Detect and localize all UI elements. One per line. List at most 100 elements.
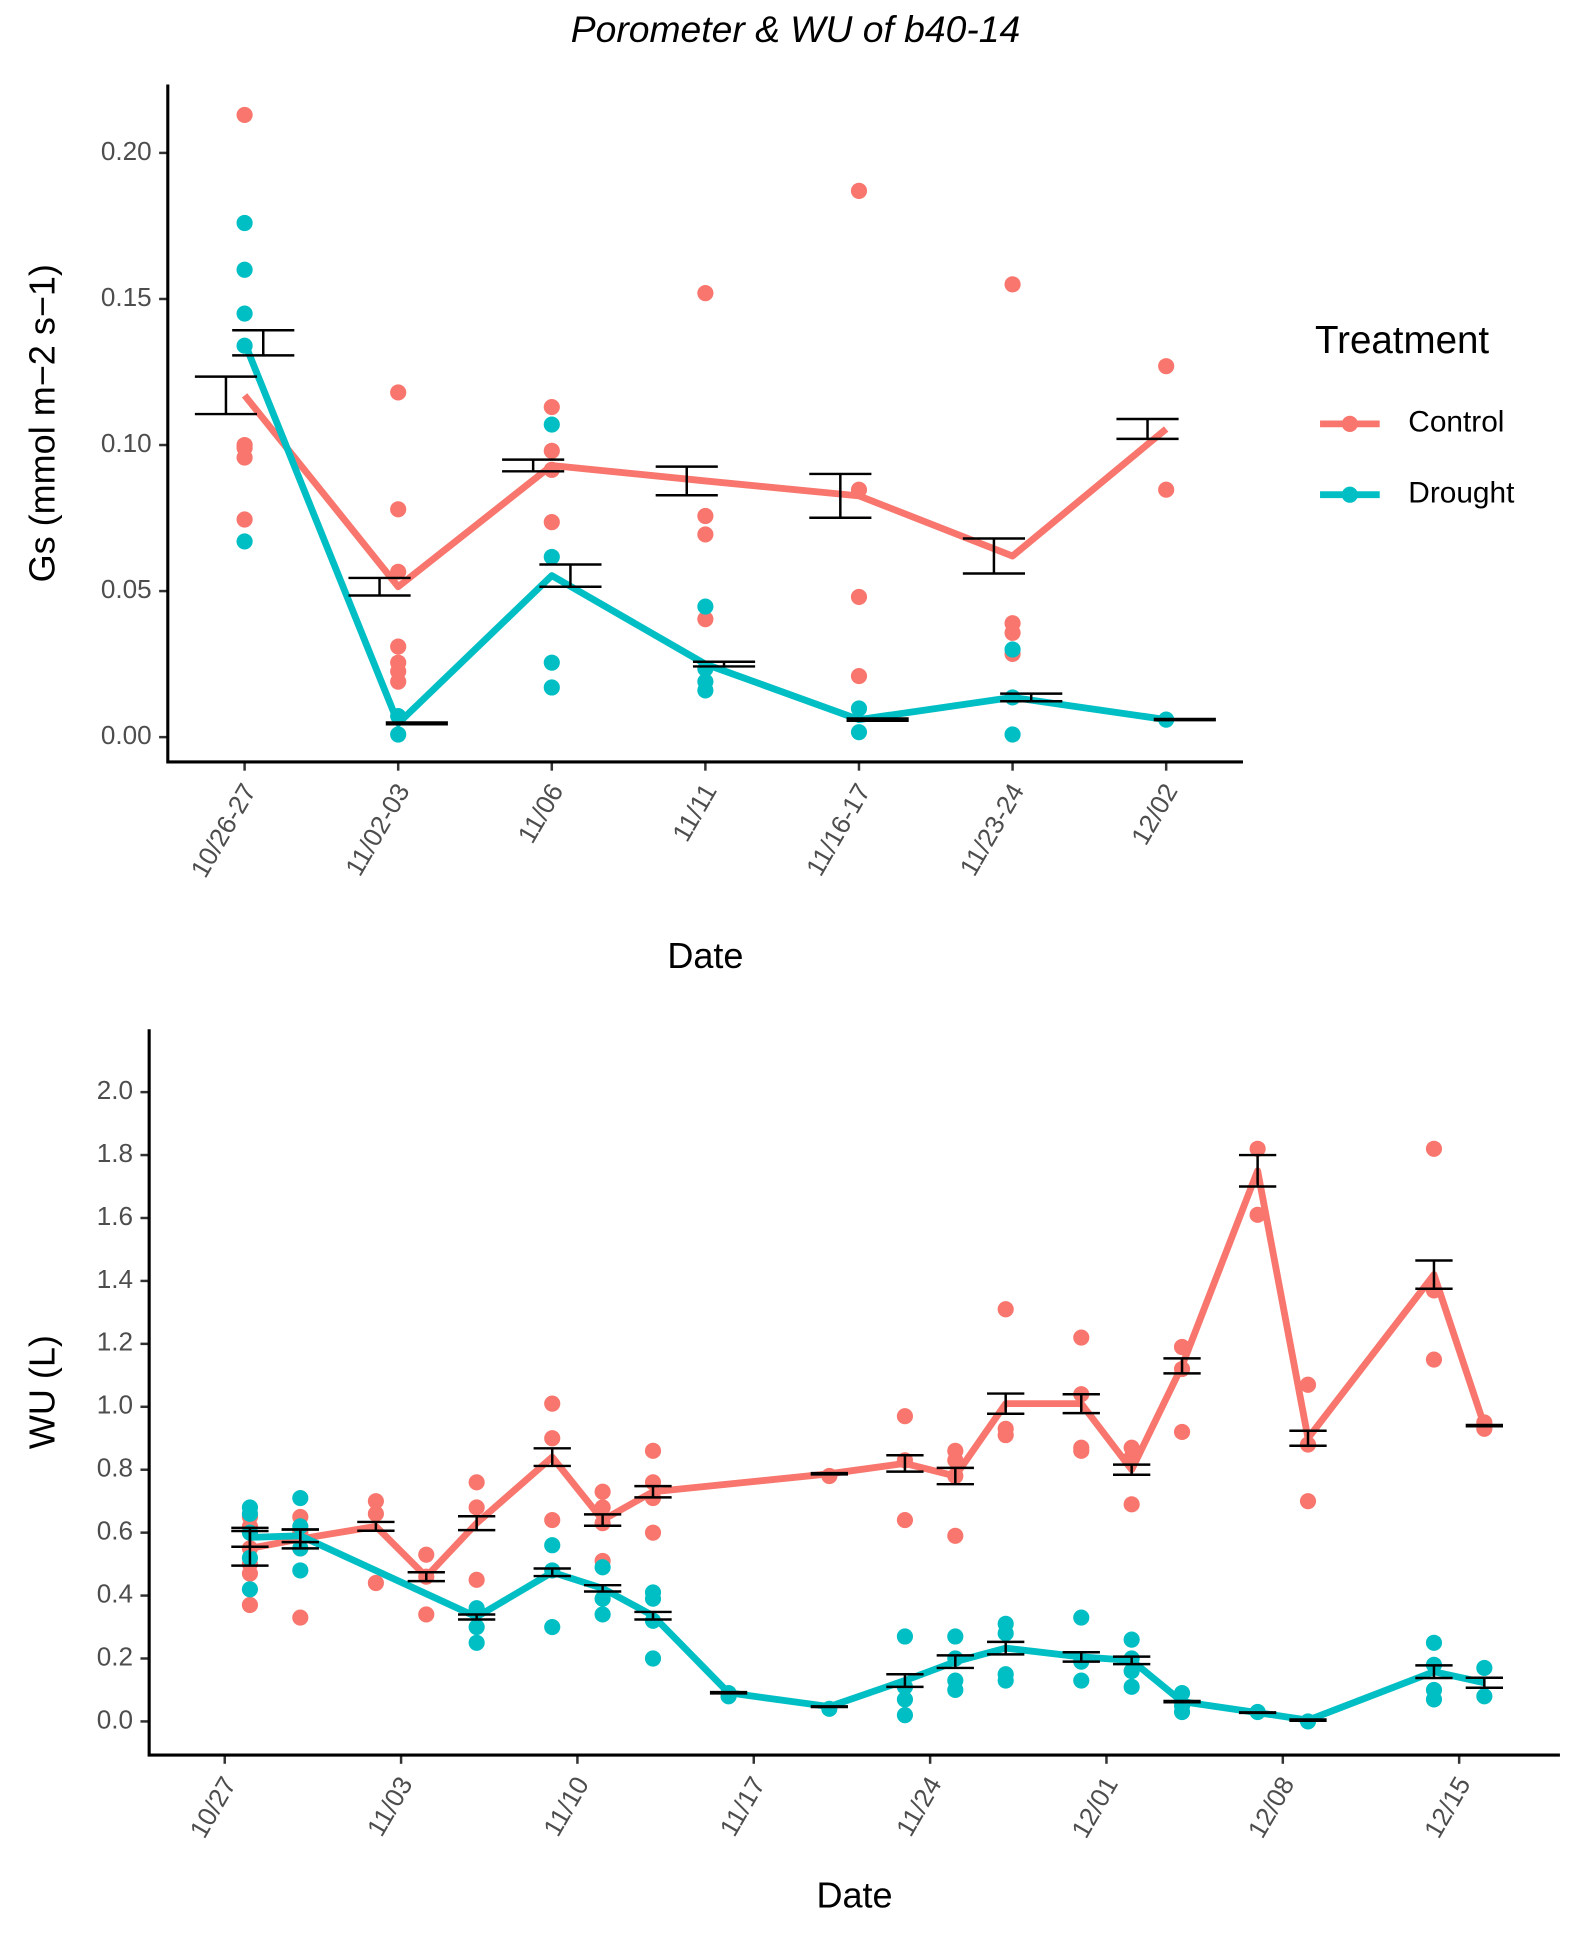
data-point [1158,481,1175,498]
data-point [1425,1634,1443,1651]
data-point [1123,1439,1140,1456]
data-point [644,1442,662,1459]
data-point [468,1634,485,1651]
axis-line [147,1029,1560,1757]
data-point [1476,1688,1493,1705]
data-point [544,1395,561,1412]
error-bar [655,465,718,497]
error-bar [1238,1153,1277,1188]
legend-title: Treatment [1315,319,1489,362]
error-bar [1062,1650,1100,1663]
data-point [644,1584,662,1601]
data-point [468,1571,485,1588]
data-point [594,1559,611,1576]
error-bar [1116,417,1179,441]
data-point [367,1574,384,1592]
data-point [543,514,560,531]
error-bar [1163,1357,1201,1375]
data-point [896,1511,914,1529]
data-point [644,1524,662,1541]
error-bar [886,1454,924,1473]
data-point [1249,1206,1266,1223]
x-tick-label: 11/17 [713,1771,771,1841]
error-bar [1000,692,1063,703]
data-point [390,726,407,743]
y-tick-label: 0.0 [97,1704,133,1734]
data-point [1123,1496,1140,1513]
x-axis-title: Date [816,1875,892,1916]
data-point [292,1489,309,1507]
y-tick-label: 0.00 [101,720,152,750]
x-tick-label: 11/23-24 [953,778,1030,881]
data-point [947,1527,964,1544]
data-point [850,700,868,717]
data-point [594,1590,611,1607]
data-point [544,1537,561,1554]
data-point [850,182,868,199]
y-tick-label: 1.0 [97,1390,133,1420]
data-point [241,1499,259,1516]
data-point [236,261,253,278]
data-point [1004,624,1021,641]
data-point [997,1301,1014,1318]
error-bar [1465,1676,1503,1690]
data-point [1123,1678,1140,1695]
data-point [1173,1423,1191,1441]
data-point [1073,1439,1090,1456]
data-point [418,1546,435,1563]
error-bar [987,1392,1025,1415]
data-point [947,1628,964,1645]
data-point [1249,1140,1266,1157]
error-bar [1062,1392,1100,1415]
error-bar [846,717,909,723]
x-tick-label: 12/01 [1065,1771,1124,1843]
data-point [236,533,253,550]
data-point [1299,1376,1317,1393]
data-point [544,1618,561,1636]
data-point [947,1672,964,1689]
data-point [1425,1140,1443,1157]
x-tick-label: 11/24 [890,1771,948,1841]
data-point [697,285,714,302]
x-tick-label: 10/27 [183,1771,242,1843]
error-bar [357,1520,395,1532]
data-point [947,1442,964,1459]
data-point [1073,1672,1090,1689]
error-bar [407,1571,445,1583]
data-point [997,1615,1014,1632]
error-bar [1465,1423,1503,1428]
error-bar [634,1610,672,1621]
y-axis-title: Gs (mmol m−2 s−1) [21,264,62,582]
data-point [236,511,253,528]
data-point [241,1596,259,1614]
data-point [1299,1493,1317,1510]
data-point [594,1483,611,1500]
data-point [468,1474,485,1491]
data-point [543,442,560,459]
error-bar [539,563,602,588]
error-bar [936,1654,974,1670]
error-bar [1238,1711,1277,1715]
error-bar [810,1705,848,1709]
data-point [292,1609,309,1626]
error-bar [692,660,756,668]
data-point [850,724,868,741]
y-tick-label: 0.15 [101,282,152,312]
error-bar [987,1640,1025,1656]
data-point [543,398,560,416]
error-bar [1113,1463,1151,1476]
error-bar [385,721,448,726]
y-tick-label: 0.05 [101,574,152,604]
y-tick-label: 1.6 [97,1201,133,1231]
x-tick-label: 12/08 [1242,1771,1301,1843]
error-bar [533,1567,571,1578]
error-bar [281,1528,319,1544]
data-point [292,1562,309,1579]
data-point [236,214,253,232]
data-point [594,1606,611,1623]
error-bar [1113,1655,1151,1666]
error-bar [962,537,1026,575]
data-point [390,673,407,690]
error-bar [502,458,565,473]
legend-key [1341,486,1358,503]
